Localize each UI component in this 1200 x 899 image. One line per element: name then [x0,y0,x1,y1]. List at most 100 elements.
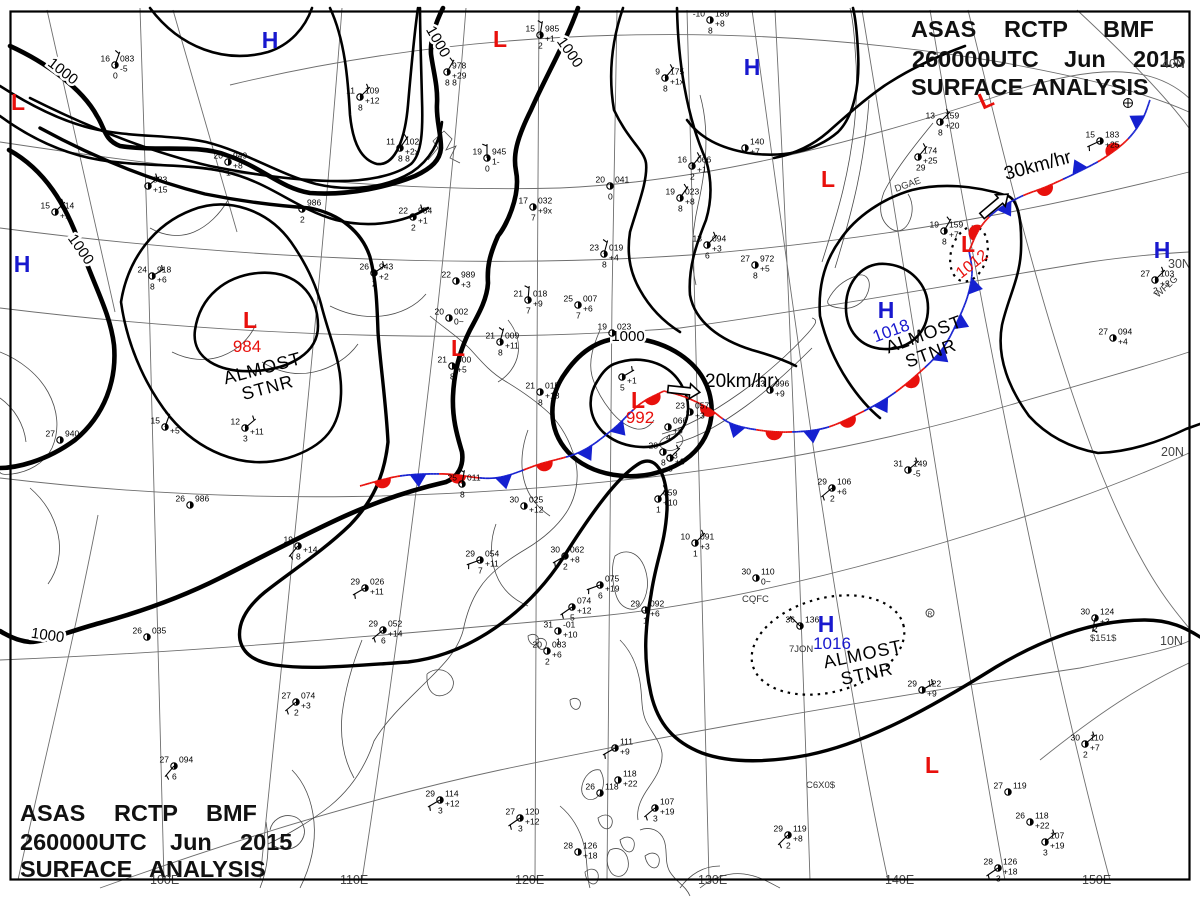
svg-text:+9: +9 [620,747,630,757]
svg-text:+3: +3 [1160,279,1170,289]
svg-text:8: 8 [661,458,666,468]
svg-text:6: 6 [172,772,177,782]
svg-text:13: 13 [926,111,936,121]
svg-text:014: 014 [60,201,74,211]
svg-text:25: 25 [564,294,574,304]
svg-text:7: 7 [526,306,531,316]
svg-text:-10: -10 [693,9,706,19]
svg-text:31: 31 [894,459,904,469]
svg-text:+19: +19 [1050,841,1065,851]
svg-text:009: 009 [505,331,519,341]
svg-text:091: 091 [700,532,714,542]
svg-text:10N: 10N [1160,634,1183,648]
svg-text:+10: +10 [563,630,578,640]
svg-text:094: 094 [712,234,726,244]
svg-text:8: 8 [602,260,607,270]
svg-text:107: 107 [660,797,674,807]
svg-text:H: H [14,251,31,277]
svg-text:21: 21 [438,355,448,365]
svg-text:0: 0 [485,164,490,174]
svg-text:175: 175 [670,67,684,77]
svg-text:986: 986 [307,198,321,208]
svg-text:28: 28 [984,857,994,867]
svg-text:094: 094 [179,755,193,765]
svg-text:L: L [451,335,465,361]
svg-text:21: 21 [486,331,496,341]
svg-text:ANALYSIS: ANALYSIS [1032,74,1149,100]
svg-text:15: 15 [41,201,51,211]
svg-text:3: 3 [243,434,248,444]
svg-text:015: 015 [545,381,559,391]
svg-text:019: 019 [609,243,623,253]
svg-text:27: 27 [46,429,56,439]
svg-text:2015: 2015 [1133,46,1185,72]
svg-text:052: 052 [388,619,402,629]
svg-text:23: 23 [590,243,600,253]
svg-text:+1: +1 [418,216,428,226]
svg-text:+11: +11 [505,341,519,351]
svg-text:+18: +18 [583,851,598,861]
svg-text:24: 24 [138,265,148,275]
svg-text:110: 110 [1090,733,1104,743]
svg-text:2: 2 [786,841,791,851]
svg-text:2: 2 [411,223,416,233]
svg-text:+3: +3 [700,542,710,552]
svg-text:083: 083 [552,640,566,650]
svg-text:+12: +12 [577,606,592,616]
svg-text:BMF: BMF [1103,16,1154,42]
svg-text:29: 29 [774,824,784,834]
svg-text:057: 057 [695,401,709,411]
svg-text:059: 059 [663,488,677,498]
svg-text:ANALYSIS: ANALYSIS [149,856,266,882]
svg-text:CQFC: CQFC [742,594,769,605]
svg-text:2: 2 [1093,624,1098,634]
svg-text:3: 3 [1043,848,1048,858]
svg-text:0: 0 [608,192,613,202]
svg-text:8: 8 [538,398,543,408]
svg-text:+9: +9 [533,299,543,309]
svg-text:109: 109 [365,86,379,96]
svg-text:+19: +19 [660,807,675,817]
svg-text:+6: +6 [157,275,167,285]
svg-text:+1: +1 [627,376,637,386]
svg-text:8: 8 [150,282,155,292]
svg-text:2: 2 [690,172,695,182]
svg-text:15: 15 [151,416,161,426]
svg-text:8 8: 8 8 [445,78,457,88]
svg-text:20: 20 [533,640,543,650]
svg-text:+9x: +9x [538,206,553,216]
svg-text:30: 30 [742,567,752,577]
svg-text:20: 20 [435,307,445,317]
svg-text:986: 986 [195,494,209,504]
svg-text:8: 8 [938,128,943,138]
svg-text:29: 29 [631,599,641,609]
svg-text:29: 29 [351,577,361,587]
svg-text:+11: +11 [697,165,711,175]
svg-text:-5: -5 [120,64,128,74]
svg-text:1: 1 [226,168,231,178]
svg-text:8: 8 [753,271,758,281]
svg-text:260000UTC: 260000UTC [20,829,147,855]
svg-text:2: 2 [830,494,835,504]
svg-text:+11: +11 [250,427,264,437]
svg-text:29: 29 [818,477,828,487]
svg-text:000: 000 [457,355,471,365]
svg-text:8: 8 [358,103,363,113]
svg-text:8: 8 [663,84,668,94]
svg-text:126: 126 [1003,857,1017,867]
svg-text:159: 159 [945,111,959,121]
svg-text:183: 183 [1105,130,1119,140]
svg-text:+22: +22 [1035,821,1050,831]
svg-text:8: 8 [678,204,683,214]
svg-text:26: 26 [586,782,596,792]
svg-text:9: 9 [655,67,660,77]
svg-text:118: 118 [1035,811,1049,821]
svg-text:L: L [925,752,939,778]
svg-text:+11: +11 [485,559,499,569]
svg-text:+8: +8 [570,555,580,565]
svg-text:940: 940 [65,429,79,439]
svg-text:BMF: BMF [206,800,257,826]
svg-text:30: 30 [510,495,520,505]
svg-text:118: 118 [605,782,619,792]
svg-text:23: 23 [676,401,686,411]
